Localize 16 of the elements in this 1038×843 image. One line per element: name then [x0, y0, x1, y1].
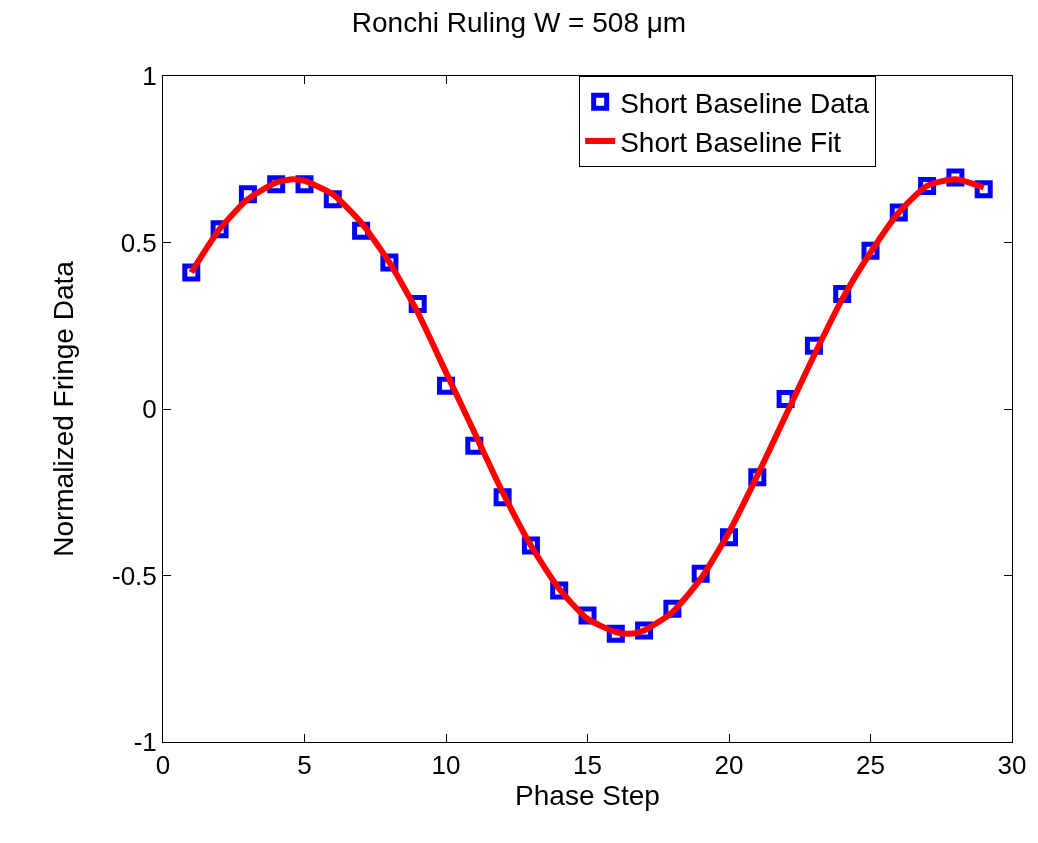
y-tick-label: 1 [142, 61, 157, 92]
x-tick-label: 5 [297, 750, 312, 781]
y-axis-title: Normalized Fringe Data [47, 260, 79, 557]
y-tick-label: 0.5 [120, 227, 157, 258]
y-tick-label: -1 [133, 727, 157, 758]
legend-label: Short Baseline Data [620, 87, 870, 119]
y-tick-label: -0.5 [111, 560, 157, 591]
x-tick-label: 10 [431, 750, 461, 781]
x-tick-label: 30 [997, 750, 1027, 781]
y-tick-label: 0 [142, 394, 157, 425]
x-axis-title: Phase Step [515, 780, 660, 812]
x-tick-label: 15 [573, 750, 602, 781]
x-tick-label: 25 [856, 750, 885, 781]
chart-title: Ronchi Ruling W = 508 μm [351, 7, 687, 39]
x-tick-label: 20 [714, 750, 744, 781]
legend-label: Short Baseline Fit [620, 127, 842, 159]
